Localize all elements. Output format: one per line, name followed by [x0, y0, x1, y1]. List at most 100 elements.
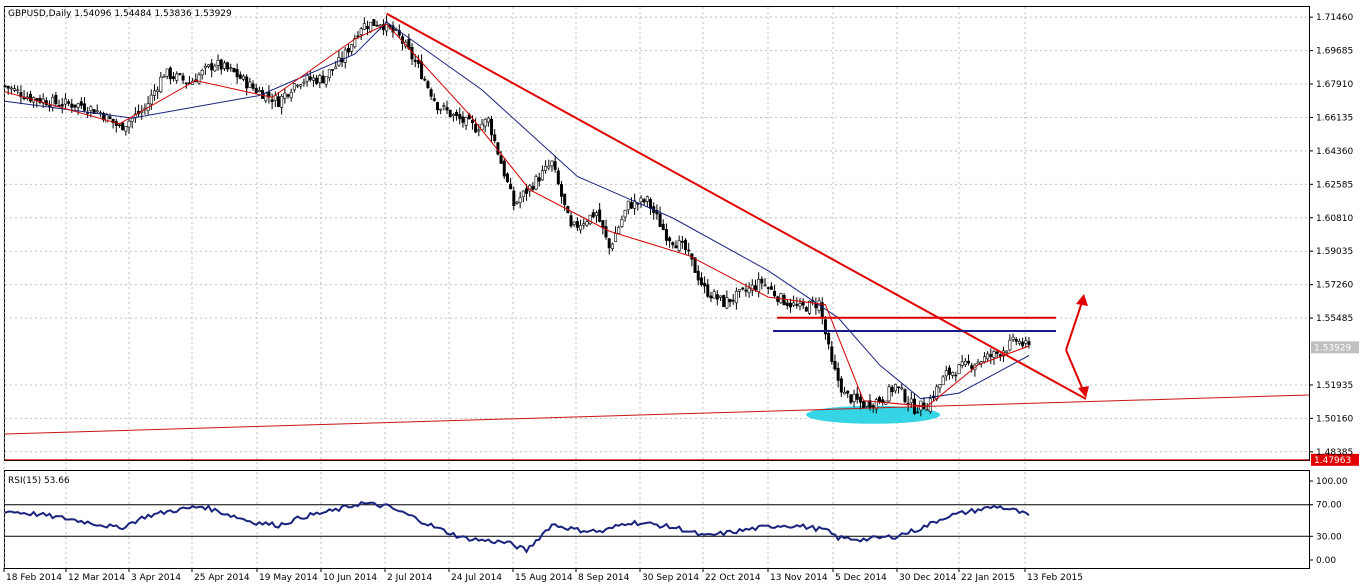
candle-body [677, 240, 681, 251]
candle-body [836, 367, 840, 381]
rsi-series: 100.00 70.00 30.00 0.00 [4, 477, 1348, 566]
time-tick-label: 15 Aug 2014 [515, 573, 573, 583]
candle-body [947, 367, 951, 375]
candle-body [862, 401, 866, 409]
candle-body [121, 122, 125, 131]
candle-body [741, 287, 745, 290]
candle-body [579, 225, 583, 231]
time-tick-label: 13 Feb 2015 [1027, 573, 1083, 583]
candle-body [534, 176, 538, 190]
candle-body [712, 291, 716, 299]
candle-body [569, 215, 573, 227]
candle-body [614, 233, 618, 243]
candle-body [305, 75, 309, 82]
candle-body [776, 296, 780, 302]
candle-body [699, 277, 703, 285]
time-tick-label: 30 Sep 2014 [642, 573, 699, 583]
candle-body [111, 118, 115, 124]
candle-body [620, 219, 624, 227]
candle-body [213, 65, 217, 72]
candle-body [51, 96, 55, 109]
time-axis: 18 Feb 2014 12 Mar 2014 3 Apr 2014 25 Apr 2… [3, 568, 1083, 583]
annotations: 1.53929 1.47963 [4, 12, 1359, 466]
candle-body [432, 98, 436, 101]
arrow-up-shaft [1065, 301, 1083, 351]
candle-body [210, 63, 214, 71]
candle-body [515, 201, 519, 204]
candle-body [512, 190, 516, 206]
price-tick-label: 1.69685 [1316, 47, 1353, 57]
candle-body [963, 360, 967, 366]
candle-body [375, 24, 379, 27]
time-tick-label: 3 Apr 2014 [131, 573, 181, 583]
candle-body [553, 161, 557, 170]
candle-body [28, 93, 32, 102]
candle-body [744, 289, 748, 292]
rsi-line [4, 501, 1030, 554]
arrow-down-head [1078, 386, 1089, 398]
candle-body [871, 405, 875, 408]
candle-body [928, 398, 932, 413]
candle-body [499, 155, 503, 164]
candle-body [486, 117, 490, 123]
candle-body [311, 77, 315, 81]
candle-body [537, 177, 541, 182]
time-tick-label: 30 Dec 2014 [899, 573, 957, 583]
candle-body [588, 214, 592, 224]
candle-body [731, 299, 735, 302]
candle-body [76, 103, 80, 108]
support-line [4, 394, 1310, 435]
candle-body [248, 81, 252, 88]
candle-body [257, 90, 261, 92]
rsi-tick-label: 70.00 [1316, 501, 1342, 511]
candle-body [769, 286, 773, 290]
candle-body [591, 212, 595, 218]
time-tick-label: 19 May 2014 [259, 573, 318, 583]
time-tick-label: 24 Jul 2014 [451, 573, 502, 583]
candle-body [270, 99, 274, 102]
candle-body [235, 68, 239, 78]
candle-body [639, 197, 643, 203]
candle-body [178, 73, 182, 75]
candle-body [664, 228, 668, 241]
time-tick-label: 25 Apr 2014 [194, 573, 250, 583]
rsi-tick-label: 30.00 [1316, 532, 1342, 542]
candle-body [16, 89, 20, 92]
candle-body [954, 374, 958, 377]
time-tick-label: 22 Oct 2014 [705, 573, 761, 583]
candle-body [795, 304, 799, 306]
candle-body [1027, 341, 1031, 346]
candle-body [308, 76, 312, 81]
candle-body [296, 84, 300, 87]
candle-body [1011, 336, 1015, 340]
candle-body [57, 104, 61, 107]
candle-body [19, 92, 23, 98]
candle-body [823, 319, 827, 335]
time-tick-label: 13 Nov 2014 [770, 573, 828, 583]
time-tick-label: 18 Feb 2014 [6, 573, 62, 583]
candle-body [426, 81, 430, 88]
candle-body [413, 59, 417, 62]
candle-body [680, 241, 684, 243]
candle-body [1014, 339, 1018, 342]
candle-body [359, 28, 363, 35]
candle-body [83, 103, 87, 111]
candle-body [868, 400, 872, 408]
candle-body [995, 351, 999, 354]
candle-body [63, 98, 67, 105]
candle-body [165, 68, 169, 77]
candle-body [725, 297, 729, 309]
candle-body [782, 295, 786, 306]
price-tick-label: 1.66135 [1316, 113, 1353, 123]
candle-body [283, 92, 287, 99]
candle-body [843, 391, 847, 395]
candle-body [229, 67, 233, 69]
time-tick-label: 10 Jun 2014 [323, 573, 377, 583]
candle-body [935, 386, 939, 400]
candle-body [629, 202, 633, 209]
arrow-up-head [1076, 294, 1088, 306]
candle-body [60, 104, 64, 107]
candle-body [976, 361, 980, 365]
candle-body [315, 77, 319, 84]
